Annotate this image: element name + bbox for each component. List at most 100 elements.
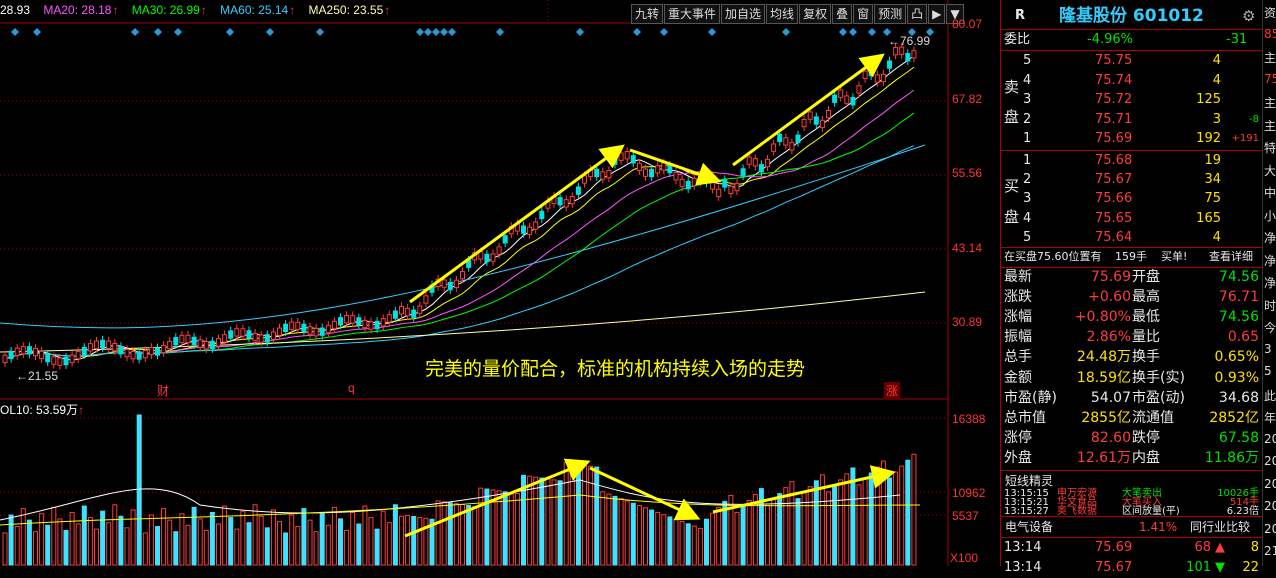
side-strip-item-18[interactable]: 年 <box>1264 411 1276 425</box>
side-strip-item-17[interactable]: 此 <box>1264 388 1276 403</box>
stat-label-4-a: 总手 <box>1004 349 1032 366</box>
sprite-time-1: 13:15:21 <box>1004 497 1049 508</box>
price-axis-43: 43.14 <box>952 241 983 255</box>
sell-price-2: 75.71 <box>1095 111 1133 127</box>
volume-axis-unit: X100 <box>950 551 979 565</box>
buy-label-1: 买 <box>1004 177 1020 195</box>
stat-label-9-b: 内盘 <box>1132 449 1160 466</box>
settings-icon[interactable]: ⚙ <box>1242 7 1256 25</box>
adjust-button[interactable]: 复权 <box>799 4 832 24</box>
sell-delta-1: +191 <box>1231 133 1259 145</box>
low-marker: ←21.55 <box>16 369 59 383</box>
major-events-button[interactable]: 重大事件 <box>664 4 721 24</box>
stat-value-9-b: 11.86万 <box>1204 449 1259 466</box>
dropdown-icon[interactable]: ▼ <box>946 4 964 24</box>
event-zhang[interactable]: 涨 <box>884 382 901 399</box>
forecast-button[interactable]: 预测 <box>874 4 907 24</box>
ma30-value: MA30: 26.99 <box>131 3 200 17</box>
overlay-button[interactable]: 叠 <box>832 4 853 24</box>
ma-legend: 28.93 MA20: 28.18↑ MA30: 26.99↑ MA60: 25… <box>0 3 391 17</box>
stat-label-1-a: 涨跌 <box>1004 289 1032 306</box>
sprite-name-2[interactable]: 奥飞数据 <box>1057 506 1097 517</box>
side-strip-item-14[interactable]: 今 <box>1264 321 1276 335</box>
stat-label-1-b: 最高 <box>1132 289 1160 306</box>
event-q[interactable]: q <box>348 381 355 395</box>
side-strip-item-15[interactable]: 3 <box>1264 341 1272 356</box>
side-strip-item-3[interactable]: 75 <box>1264 71 1276 86</box>
buyline-text2: 买单! <box>1161 250 1188 263</box>
sell-level-3: 3 <box>1023 92 1032 108</box>
side-strip-item-7[interactable]: 大 <box>1264 163 1276 178</box>
side-strip-item-9[interactable]: 小 <box>1264 208 1276 223</box>
buy-price-1: 75.68 <box>1095 153 1133 168</box>
sell-volume-5: 4 <box>1212 53 1221 68</box>
window-button[interactable]: 窗 <box>853 4 874 24</box>
volume-title-arrow: ↑ <box>78 403 85 417</box>
stat-value-2-a: +0.80% <box>1074 309 1131 326</box>
stat-value-3-a: 2.86% <box>1086 329 1131 346</box>
buy-level-3: 3 <box>1023 191 1032 207</box>
buy-price-2: 75.67 <box>1095 172 1133 188</box>
side-strip-item-12[interactable]: 净 <box>1264 276 1276 290</box>
buy-volume-4: 165 <box>1196 210 1221 226</box>
side-strip-item-5[interactable]: 主 <box>1264 118 1276 133</box>
volume-title: OL10: 53.59万↑ <box>0 401 84 418</box>
kline-chart[interactable] <box>0 0 1000 566</box>
tick-price-1: 75.67 <box>1095 560 1133 575</box>
jiuzhuan-button[interactable]: 九转 <box>631 4 664 24</box>
side-strip-item-1[interactable]: 85 <box>1264 26 1276 41</box>
sell-level-1: 1 <box>1023 131 1032 147</box>
side-strip-item-2[interactable]: 主 <box>1264 51 1276 65</box>
tick-count-1: 22 <box>1242 560 1259 575</box>
add-watchlist-button[interactable]: 加自选 <box>721 4 766 24</box>
side-strip-item-16[interactable]: 5 <box>1264 364 1272 378</box>
volume-title-text: OL10: 53.59万 <box>0 403 79 417</box>
stat-value-6-a: 54.07 <box>1090 389 1131 406</box>
sell-price-1: 75.69 <box>1095 131 1133 147</box>
sector-name[interactable]: 电气设备 <box>1005 520 1054 534</box>
ma-button[interactable]: 均线 <box>766 4 799 24</box>
stat-label-0-a: 最新 <box>1004 269 1032 285</box>
tick-time-0: 13:14 <box>1004 540 1042 555</box>
stat-value-4-b: 0.65% <box>1214 349 1259 366</box>
sector-compare-button[interactable]: 同行业比较 <box>1190 520 1251 534</box>
weibi-pct: -4.96% <box>1087 32 1133 47</box>
stat-value-7-b: 2852亿 <box>1209 409 1259 426</box>
side-strip-item-23[interactable]: 20 <box>1264 521 1276 536</box>
side-strip-item-24[interactable]: 21 <box>1264 544 1276 558</box>
event-cai[interactable]: 财 <box>157 384 170 398</box>
tick-price-0: 75.69 <box>1095 540 1133 555</box>
side-strip-item-0[interactable]: 资 <box>1264 6 1276 20</box>
side-strip-item-22[interactable]: 20 <box>1264 499 1276 513</box>
side-strip-item-10[interactable]: 净 <box>1264 231 1276 245</box>
sprite-name-0[interactable]: 申万宏源 <box>1057 488 1097 499</box>
side-strip-item-19[interactable]: 20 <box>1264 431 1276 446</box>
ma20-value: MA20: 28.18 <box>43 3 112 17</box>
stat-value-1-a: +0.60 <box>1088 289 1131 306</box>
buyline-detail-link[interactable]: 查看详细 <box>1209 250 1253 263</box>
side-strip-item-6[interactable]: 特 <box>1264 141 1276 155</box>
stat-value-0-b: 74.56 <box>1218 269 1259 285</box>
price-axis-67: 67.82 <box>952 92 983 106</box>
sprite-value-1: 514手 <box>1229 497 1259 508</box>
side-strip-item-8[interactable]: 中 <box>1264 186 1276 200</box>
play-icon[interactable]: ▶ <box>928 4 946 24</box>
stat-label-6-b: 市盈(动) <box>1132 389 1185 406</box>
price-axis-30: 30.89 <box>952 315 983 329</box>
side-strip-item-11[interactable]: 净 <box>1264 253 1276 268</box>
stat-value-8-b: 67.58 <box>1218 429 1259 446</box>
sprite-title[interactable]: 短线精灵 <box>1005 474 1054 488</box>
sprite-name-1[interactable]: 华文食品 <box>1057 497 1097 508</box>
lock-icon[interactable]: 凸 <box>907 4 928 24</box>
side-strip-item-21[interactable]: 20 <box>1264 476 1276 491</box>
stat-label-5-b: 换手(实) <box>1132 369 1185 386</box>
tick-count-0: 8 <box>1250 540 1259 555</box>
stat-value-1-b: 76.71 <box>1218 289 1259 306</box>
stat-label-8-b: 跌停 <box>1132 429 1160 446</box>
weibi-value: -31 <box>1226 32 1248 47</box>
high-marker-text: 76.99 <box>900 34 931 48</box>
side-strip-item-4[interactable]: 主 <box>1264 96 1276 110</box>
side-strip-item-20[interactable]: 20 <box>1264 454 1276 468</box>
side-strip-item-13[interactable]: 时 <box>1264 298 1276 313</box>
buy-volume-1: 19 <box>1204 153 1221 168</box>
